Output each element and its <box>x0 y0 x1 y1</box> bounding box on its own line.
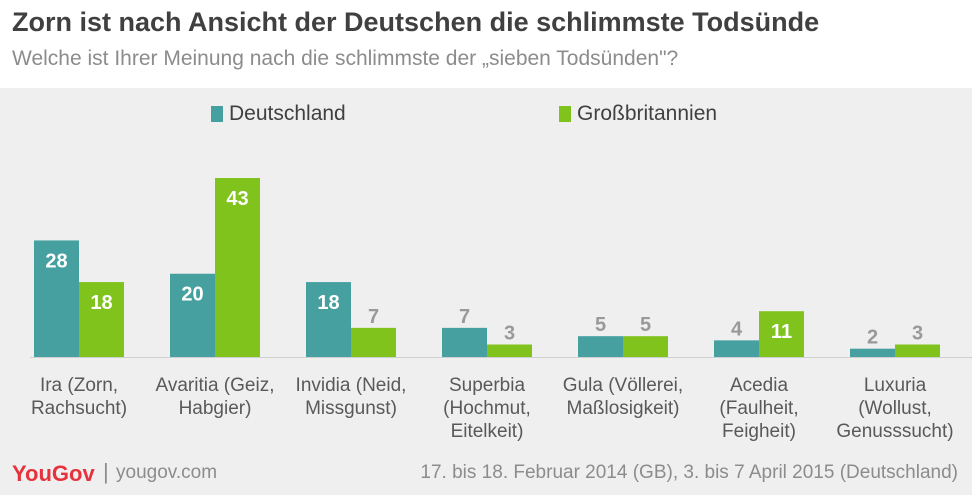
category-label-luxuria-line-2: (Wollust, <box>858 398 932 419</box>
data-label-invidia-grossbritannien: 7 <box>368 306 379 328</box>
data-label-invidia-deutschland: 18 <box>317 292 339 314</box>
bar-ira-deutschland <box>34 240 79 357</box>
category-label-superbia-line-3: Eitelkeit) <box>451 421 524 442</box>
bar-ira-grossbritannien <box>79 282 124 357</box>
category-label-acedia-line-2: (Faulheit, <box>719 398 798 419</box>
data-label-ira-grossbritannien: 18 <box>90 292 112 314</box>
data-label-luxuria-deutschland: 2 <box>867 327 878 349</box>
data-label-superbia-grossbritannien: 3 <box>504 323 515 345</box>
data-label-ira-deutschland: 28 <box>45 250 67 272</box>
legend-label-deutschland: Deutschland <box>229 102 346 125</box>
category-label-avaritia-line-1: Avaritia (Geiz, <box>156 375 275 396</box>
data-label-superbia-deutschland: 7 <box>459 306 470 328</box>
chart-header: Zorn ist nach Ansicht der Deutschen die … <box>0 0 972 88</box>
footer-date: 17. bis 18. Februar 2014 (GB), 3. bis 7 … <box>420 462 958 483</box>
bar-invidia-deutschland <box>306 282 351 357</box>
bar-luxuria-deutschland <box>850 348 895 357</box>
data-label-gula-deutschland: 5 <box>595 314 606 336</box>
category-label-gula-line-2: Maßlosigkeit) <box>567 398 680 419</box>
data-label-avaritia-deutschland: 20 <box>181 284 203 306</box>
category-label-avaritia-line-2: Habgier) <box>179 398 252 419</box>
legend-swatch-grossbritannien <box>559 106 571 122</box>
legend-label-grossbritannien: Großbritannien <box>577 102 718 125</box>
bar-superbia-deutschland <box>442 327 487 357</box>
category-label-superbia-line-2: (Hochmut, <box>443 398 531 419</box>
legend-swatch-deutschland <box>211 106 223 122</box>
legend-item-deutschland: Deutschland <box>211 102 346 126</box>
bar-invidia-grossbritannien <box>351 327 396 357</box>
bar-acedia-grossbritannien <box>759 311 804 357</box>
data-label-avaritia-grossbritannien: 43 <box>226 188 248 210</box>
legend-item-grossbritannien: Großbritannien <box>559 102 717 126</box>
category-label-ira-line-2: Rachsucht) <box>31 398 127 419</box>
category-label-ira-line-1: Ira (Zorn, <box>40 375 118 396</box>
bar-acedia-deutschland <box>714 340 759 357</box>
data-label-acedia-deutschland: 4 <box>731 318 743 340</box>
data-label-gula-grossbritannien: 5 <box>640 314 651 336</box>
bar-avaritia-deutschland <box>170 273 215 357</box>
category-label-invidia-line-1: Invidia (Neid, <box>296 375 407 396</box>
category-label-acedia-line-1: Acedia <box>730 375 789 396</box>
chart-panel <box>0 88 972 495</box>
bar-gula-grossbritannien <box>623 336 668 357</box>
category-label-invidia-line-2: Missgunst) <box>305 398 397 419</box>
yougov-logo: YouGov <box>12 461 95 486</box>
bar-gula-deutschland <box>578 336 623 357</box>
bar-superbia-grossbritannien <box>487 344 532 357</box>
category-label-superbia-line-1: Superbia <box>449 375 525 396</box>
chart-title: Zorn ist nach Ansicht der Deutschen die … <box>12 7 820 37</box>
footer-site: yougov.com <box>116 462 218 483</box>
category-label-luxuria-line-1: Luxuria <box>864 375 927 396</box>
category-label-acedia-line-3: Feigheit) <box>722 421 796 442</box>
chart-subtitle: Welche ist Ihrer Meinung nach die schlim… <box>12 47 679 70</box>
category-label-gula-line-1: Gula (Völlerei, <box>563 375 683 396</box>
category-label-luxuria-line-3: Genusssucht) <box>836 421 953 442</box>
footer-separator: | <box>103 459 109 484</box>
bar-avaritia-grossbritannien <box>215 178 260 357</box>
data-label-acedia-grossbritannien: 11 <box>771 321 792 343</box>
data-label-luxuria-grossbritannien: 3 <box>912 323 923 345</box>
bar-luxuria-grossbritannien <box>895 344 940 357</box>
